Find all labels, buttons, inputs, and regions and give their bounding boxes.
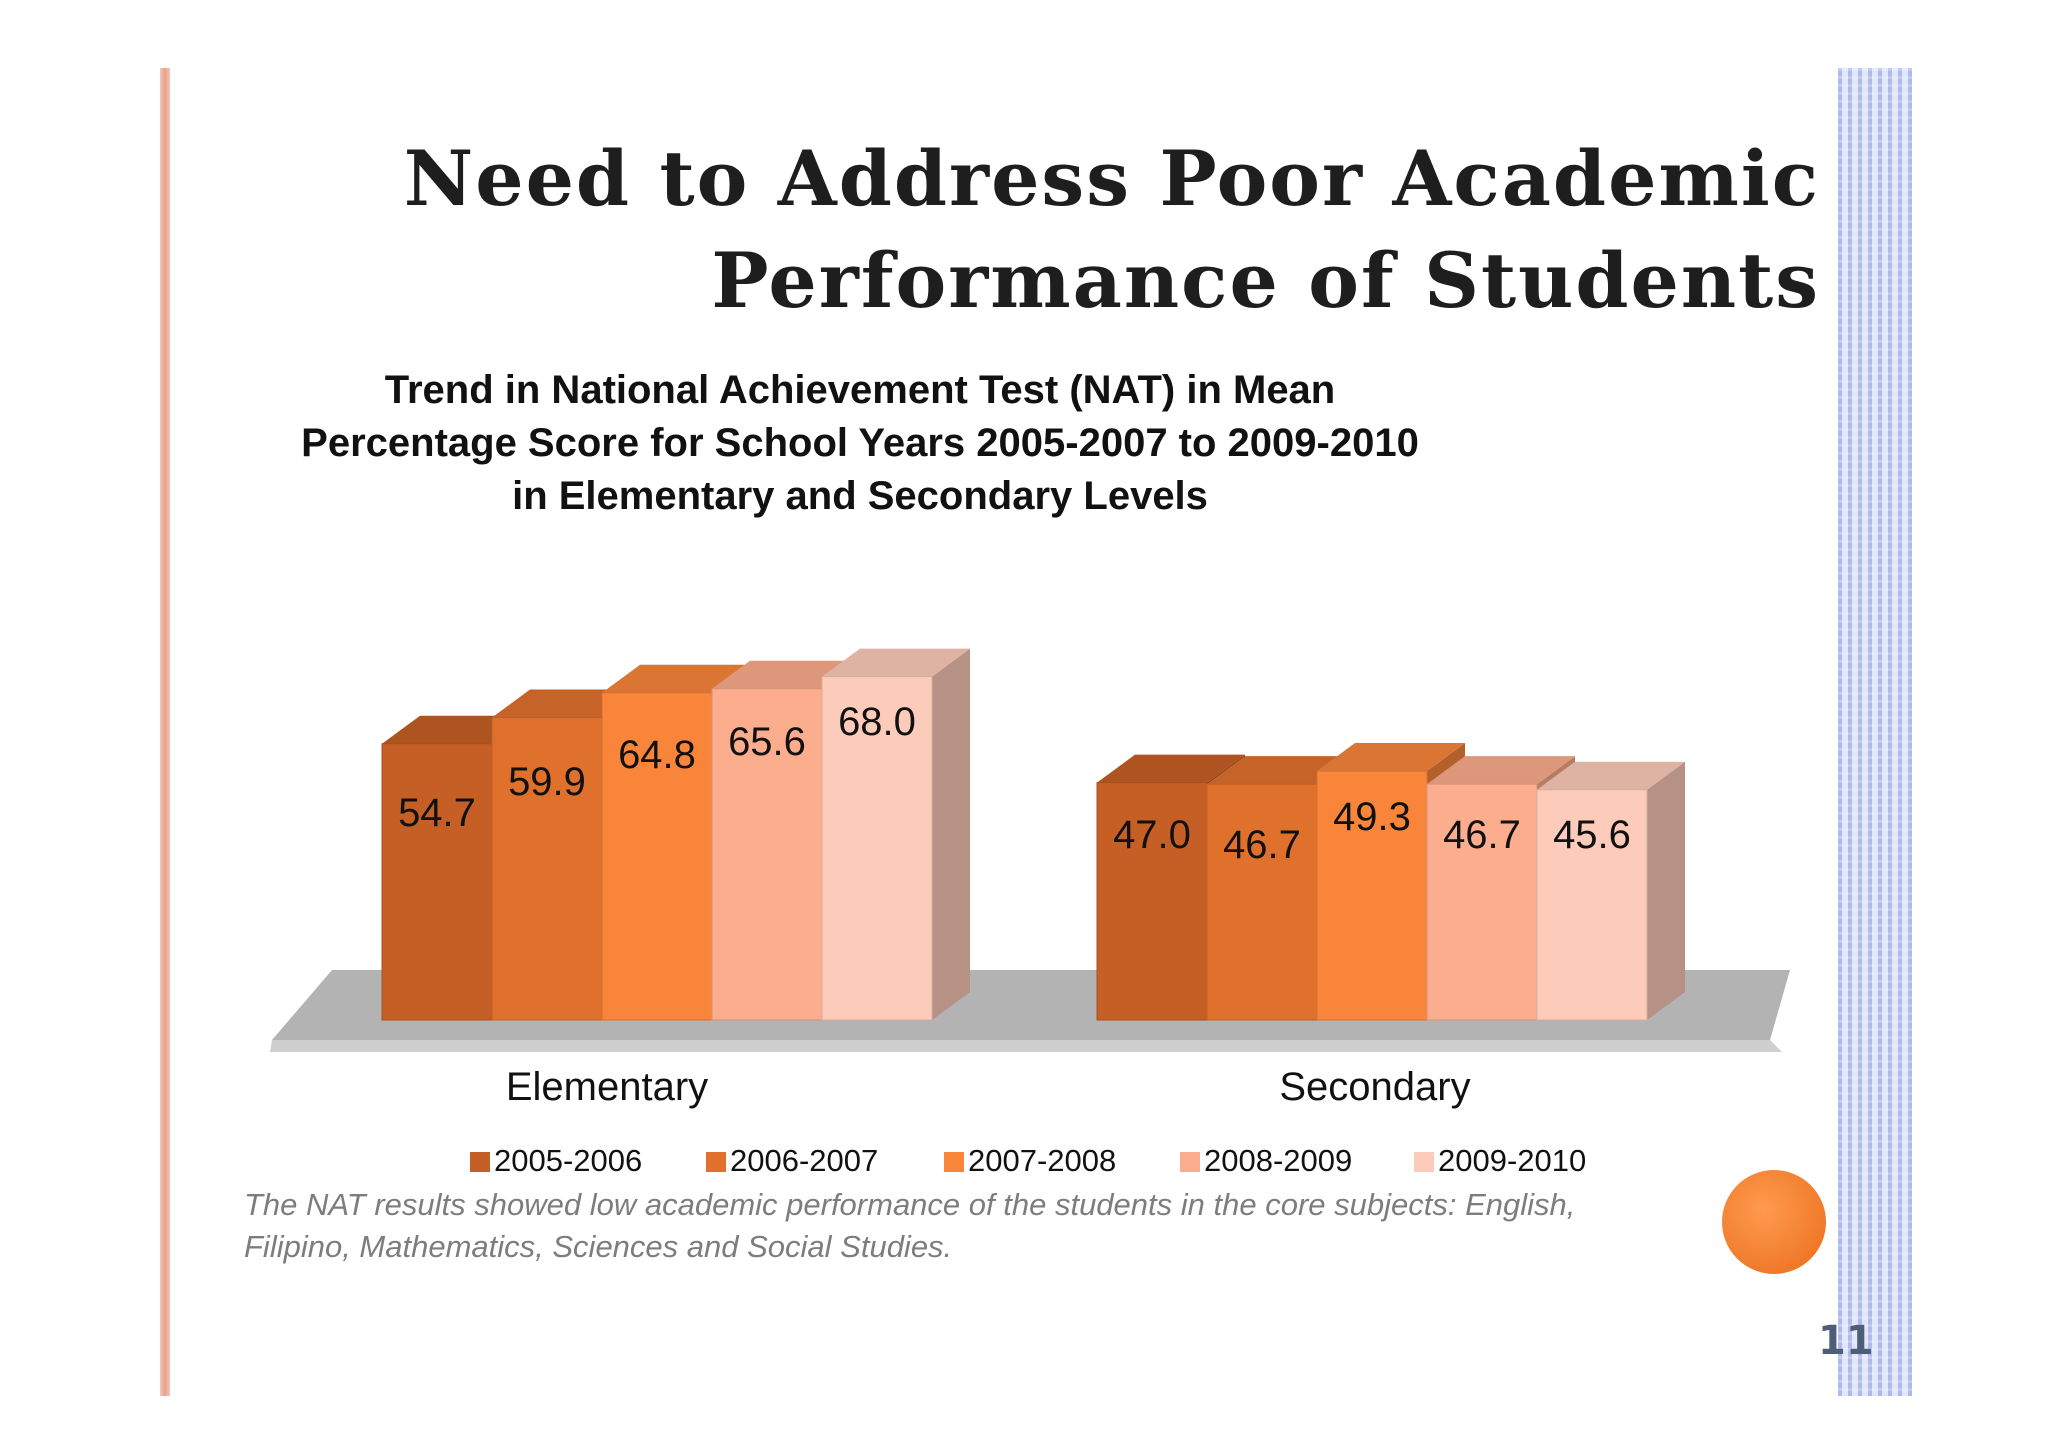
bar-front bbox=[601, 692, 713, 1021]
footnote-line-1: The NAT results showed low academic perf… bbox=[244, 1187, 1576, 1222]
category-labels-group: Elementary Secondary bbox=[506, 1065, 1471, 1109]
bar-front bbox=[1426, 783, 1538, 1021]
page-number: 11 bbox=[1818, 1318, 1874, 1364]
bar-front bbox=[1096, 782, 1208, 1021]
orange-circle-decoration bbox=[1722, 1170, 1826, 1274]
right-decorative-band bbox=[1838, 68, 1912, 1396]
footnote-line-2: Filipino, Mathematics, Sciences and Soci… bbox=[244, 1229, 953, 1264]
data-label: 64.8 bbox=[618, 733, 696, 777]
bar-front bbox=[711, 688, 823, 1021]
bar-front bbox=[1536, 789, 1648, 1021]
chart-title-line-1: Trend in National Achievement Test (NAT)… bbox=[384, 368, 1336, 412]
bar-top bbox=[1097, 754, 1245, 783]
legend: 2005-2006 2006-2007 2007-2008 2008-2009 2009… bbox=[470, 1143, 1586, 1178]
bar-front bbox=[1206, 783, 1318, 1021]
bar-side bbox=[1647, 761, 1685, 1020]
legend-item-2006-2007: 2006-2007 bbox=[706, 1143, 878, 1178]
bar-front bbox=[821, 676, 933, 1021]
bar-top bbox=[602, 664, 750, 693]
data-label: 54.7 bbox=[398, 791, 476, 835]
bar-front bbox=[1316, 770, 1428, 1021]
data-label: 59.9 bbox=[508, 760, 586, 804]
category-label-elementary: Elementary bbox=[506, 1065, 708, 1109]
chart-title-line-2: Percentage Score for School Years 2005-2… bbox=[301, 421, 1419, 465]
legend-swatch bbox=[1414, 1152, 1434, 1172]
legend-label: 2006-2007 bbox=[730, 1143, 878, 1178]
bar-top bbox=[1537, 761, 1685, 790]
legend-label: 2008-2009 bbox=[1204, 1143, 1352, 1178]
legend-item-2008-2009: 2008-2009 bbox=[1180, 1143, 1352, 1178]
slide-title-line-1: Need to Address Poor Academic bbox=[403, 134, 1820, 223]
bars-group bbox=[381, 648, 1685, 1021]
legend-label: 2005-2006 bbox=[494, 1143, 642, 1178]
bar-side bbox=[932, 648, 970, 1020]
bar-elementary-2009-2010 bbox=[821, 648, 970, 1021]
category-label-secondary: Secondary bbox=[1279, 1065, 1470, 1109]
bar-top bbox=[822, 648, 970, 677]
legend-swatch bbox=[706, 1152, 726, 1172]
bar-secondary-2009-2010 bbox=[1536, 761, 1685, 1021]
data-label: 65.6 bbox=[728, 720, 806, 764]
data-label: 47.0 bbox=[1113, 813, 1191, 857]
footnote: The NAT results showed low academic perf… bbox=[244, 1184, 1804, 1268]
legend-swatch bbox=[1180, 1152, 1200, 1172]
left-decorative-rule bbox=[160, 68, 170, 1396]
legend-label: 2009-2010 bbox=[1438, 1143, 1586, 1178]
bar-top bbox=[1317, 743, 1465, 772]
bar-top bbox=[1427, 756, 1575, 785]
data-label: 46.7 bbox=[1443, 813, 1521, 857]
chart-title: Trend in National Achievement Test (NAT)… bbox=[300, 364, 1420, 523]
legend-item-2005-2006: 2005-2006 bbox=[470, 1143, 642, 1178]
data-label: 46.7 bbox=[1223, 823, 1301, 867]
data-label: 49.3 bbox=[1333, 795, 1411, 839]
floor-edge bbox=[270, 1040, 1782, 1052]
data-label: 45.6 bbox=[1553, 813, 1631, 857]
bar-front bbox=[491, 717, 603, 1021]
legend-item-2009-2010: 2009-2010 bbox=[1414, 1143, 1586, 1178]
legend-label: 2007-2008 bbox=[968, 1143, 1116, 1178]
legend-swatch bbox=[944, 1152, 964, 1172]
legend-swatch bbox=[470, 1152, 490, 1172]
slide-title: Need to Address Poor Academic Performanc… bbox=[260, 128, 1820, 332]
chart-title-line-3: in Elementary and Secondary Levels bbox=[512, 474, 1208, 518]
bar-front bbox=[381, 743, 493, 1021]
data-label: 68.0 bbox=[838, 700, 916, 744]
data-labels-group: 54.7 59.9 64.8 65.6 68.0 47.0 46.7 49.3 46.7 45.6 bbox=[398, 700, 1631, 867]
slide-title-line-2: Performance of Students bbox=[711, 236, 1820, 325]
legend-item-2007-2008: 2007-2008 bbox=[944, 1143, 1116, 1178]
